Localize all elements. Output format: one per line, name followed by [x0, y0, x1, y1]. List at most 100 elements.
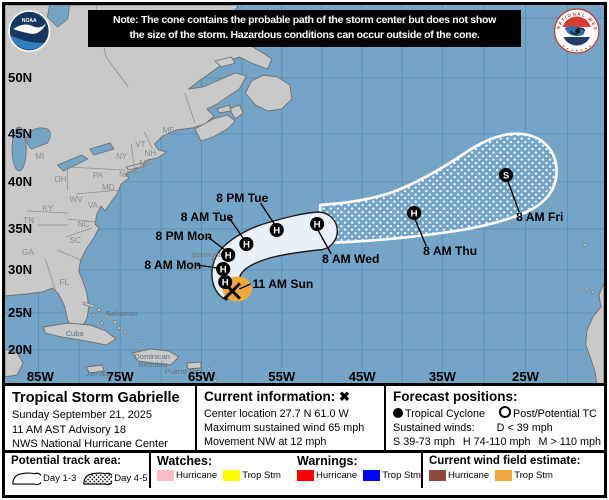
nws-logo-icon: NATIONAL WEATHER SERVICE [553, 8, 600, 54]
svg-text:8 AM Tue: 8 AM Tue [181, 210, 234, 224]
wind-cat-m: M > 110 mph [538, 436, 601, 448]
warnings-legend: Warnings: Hurricane Trop Stm [291, 453, 421, 488]
storm-header-panel: Tropical Storm Gabrielle Sunday Septembe… [5, 386, 197, 450]
cone-day1-3 [211, 211, 338, 301]
day1-3-label: Day 1-3 [43, 472, 77, 484]
storm-advisory: 11 AM AST Advisory 18 [12, 423, 126, 436]
forecast-positions-heading: Forecast positions: [393, 389, 518, 404]
svg-text:NY: NY [116, 152, 128, 161]
svg-text:8 PM Mon: 8 PM Mon [156, 229, 213, 243]
nws-ring-dots [562, 45, 591, 52]
svg-text:Jamaica: Jamaica [86, 369, 115, 378]
svg-text:85W: 85W [27, 369, 55, 383]
forecast-marker: H [221, 248, 236, 262]
trop-stm-warning-swatch [363, 470, 381, 481]
lake-huron [26, 127, 51, 150]
svg-text:CT: CT [134, 166, 145, 175]
trop-stm-warning-label: Trop Stm [382, 470, 421, 481]
svg-text:8 AM Mon: 8 AM Mon [144, 258, 201, 272]
noaa-logo-icon: NOAA [8, 10, 51, 52]
svg-text:NC: NC [78, 220, 90, 229]
svg-text:NH: NH [144, 149, 156, 158]
svg-text:MD: MD [102, 183, 115, 192]
hispaniola [131, 348, 180, 366]
svg-text:35N: 35N [8, 221, 32, 236]
svg-text:25W: 25W [512, 369, 540, 383]
hurricane-warning-swatch [297, 470, 314, 481]
svg-text:S: S [503, 170, 509, 181]
svg-text:ME: ME [163, 126, 176, 135]
svg-text:20N: 20N [8, 342, 32, 357]
wind-categories-line: S 39-73 mph H 74-110 mph M > 110 mph [393, 435, 604, 449]
latitude-labels: 50N 45N 40N 35N 30N 25N 20N [8, 70, 32, 357]
svg-text:MA: MA [139, 159, 152, 168]
svg-text:SC: SC [70, 236, 81, 245]
forecast-marker: H [310, 217, 325, 231]
wind-cat-h: H 74-110 mph [462, 436, 531, 448]
storm-title: Tropical Storm Gabrielle [12, 390, 180, 406]
svg-text:65W: 65W [188, 369, 216, 383]
place-labels: Bermuda Bahamas Cuba Jamaica Dominican R… [66, 250, 224, 378]
svg-text:40N: 40N [8, 174, 32, 189]
svg-text:30N: 30N [8, 262, 32, 277]
yucatan [5, 348, 24, 378]
svg-text:50N: 50N [8, 70, 32, 85]
track-area-heading: Potential track area: [11, 455, 121, 467]
svg-text:25N: 25N [8, 305, 32, 320]
svg-text:8 AM Thu: 8 AM Thu [423, 244, 477, 258]
svg-text:45N: 45N [8, 126, 32, 141]
trop-stm-watch-swatch [223, 470, 241, 481]
wind-field-heading: Current wind field estimate: [429, 455, 581, 467]
svg-text:FL: FL [60, 278, 70, 287]
legend-row: Potential track area: Day 1-3 Day 4-5 Wa… [5, 450, 604, 488]
svg-text:TN: TN [23, 216, 34, 225]
cone-day4-5 [318, 132, 558, 245]
wind-cat-s: S 39-73 mph [393, 436, 455, 448]
svg-text:Bahamas: Bahamas [106, 309, 138, 318]
hurricane-wind-field-swatch [429, 470, 446, 481]
svg-text:55W: 55W [268, 369, 296, 383]
pointer-lines [196, 181, 520, 290]
movement: Movement NW at 12 mph [204, 436, 327, 448]
svg-text:H: H [314, 219, 321, 230]
potential-track-area-legend: Potential track area: Day 1-3 Day 4-5 [5, 453, 151, 488]
svg-text:H: H [225, 250, 232, 261]
svg-text:8 AM Wed: 8 AM Wed [322, 252, 379, 266]
forecast-marker: H [407, 206, 422, 220]
landmasses [5, 5, 604, 383]
current-info-heading-text: Current information: [204, 389, 336, 404]
svg-text:KY: KY [42, 204, 53, 213]
forecast-markers: H H H H H H H S [216, 168, 514, 289]
lake-ontario [89, 142, 115, 156]
lakes [11, 5, 115, 172]
post-potential-label: Post/Potential TC [513, 408, 597, 420]
map-svg: ME VT NH MA CT NY NJ PA MD MI OH WV VA K… [5, 5, 604, 383]
forecast-marker: H [239, 237, 254, 251]
hurricane-wind-field-label: Hurricane [448, 470, 490, 481]
note-banner-line1: Note: The cone contains the probable pat… [113, 14, 496, 26]
anticosti [214, 56, 237, 68]
cuba [42, 322, 117, 346]
long-island [125, 162, 146, 171]
nova-scotia [194, 114, 236, 142]
forecast-marker: H [218, 275, 233, 289]
svg-text:VA: VA [88, 201, 99, 210]
hurricane-warning-label: Hurricane [316, 470, 358, 481]
post-potential-circle-icon [499, 406, 512, 418]
svg-text:75W: 75W [107, 369, 135, 383]
svg-text:MI: MI [35, 152, 44, 161]
storm-agency: NWS National Hurricane Center [12, 438, 168, 450]
sustained-winds-label: Sustained winds: [393, 422, 475, 434]
svg-text:8 PM Tue: 8 PM Tue [216, 191, 269, 205]
svg-text:WV: WV [70, 195, 84, 204]
svg-text:45W: 45W [349, 369, 377, 383]
svg-text:11 AM Sun: 11 AM Sun [252, 277, 313, 291]
forecast-position-types: Tropical Cyclone Post/Potential TC [393, 406, 604, 421]
max-sustained-wind: Maximum sustained wind 65 mph [204, 422, 365, 434]
info-row: Tropical Storm Gabrielle Sunday Septembe… [5, 383, 604, 450]
sustained-winds-line: Sustained winds: D < 39 mph [393, 421, 604, 435]
note-banner-line2: the size of the storm. Hazardous conditi… [129, 29, 480, 41]
watches-legend: Watches: Hurricane Trop Stm [151, 453, 291, 488]
tropical-cyclone-label: Tropical Cyclone [405, 408, 486, 420]
